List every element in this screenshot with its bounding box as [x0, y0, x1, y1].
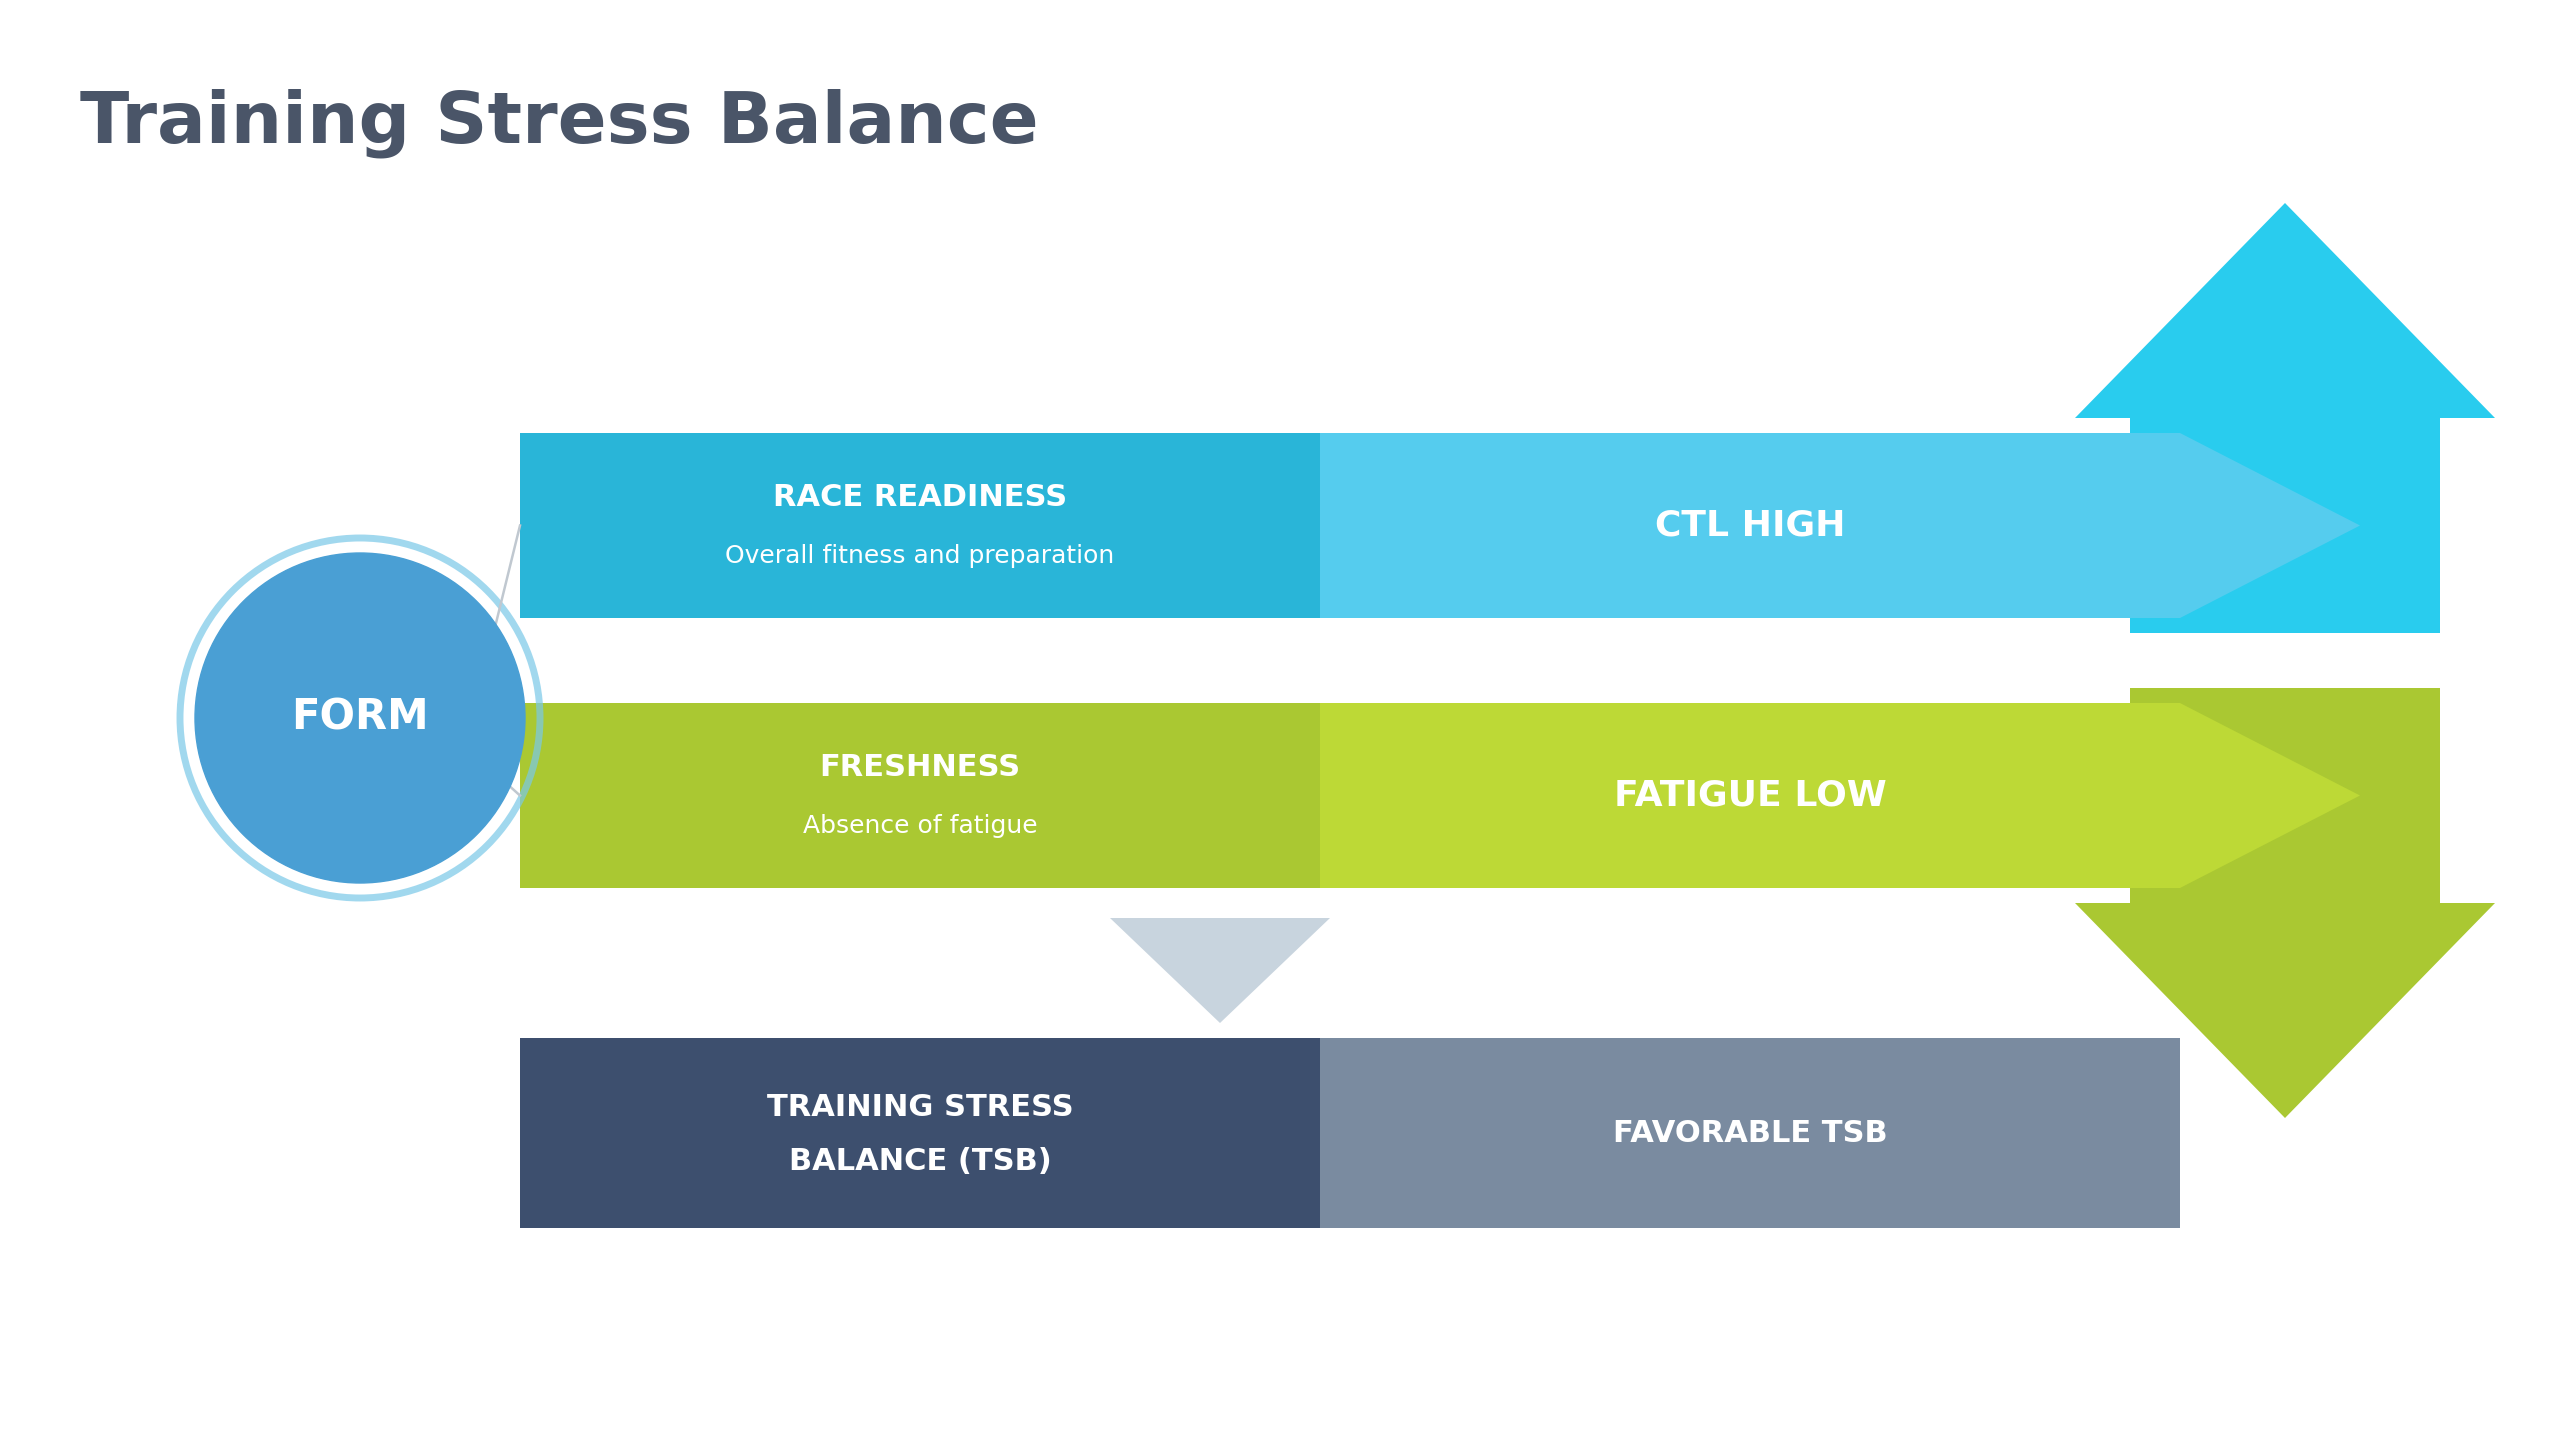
Bar	[1321, 1038, 2181, 1228]
Text: BALANCE (TSB): BALANCE (TSB)	[788, 1146, 1052, 1175]
Text: FRESHNESS: FRESHNESS	[819, 754, 1021, 782]
Polygon shape	[2076, 203, 2496, 418]
Text: Overall fitness and preparation: Overall fitness and preparation	[724, 544, 1114, 568]
Polygon shape	[1321, 703, 2360, 889]
Bar	[520, 433, 1321, 618]
Polygon shape	[1321, 433, 2360, 618]
Text: TRAINING STRESS: TRAINING STRESS	[765, 1093, 1073, 1123]
Text: Training Stress Balance: Training Stress Balance	[79, 88, 1039, 158]
Text: RACE READINESS: RACE READINESS	[773, 483, 1068, 512]
Bar	[2130, 687, 2440, 903]
Text: CTL HIGH: CTL HIGH	[1654, 509, 1846, 542]
Polygon shape	[2076, 903, 2496, 1117]
Text: FAVORABLE TSB: FAVORABLE TSB	[1613, 1119, 1887, 1148]
Bar	[520, 1038, 1321, 1228]
Circle shape	[195, 554, 525, 883]
Polygon shape	[1111, 917, 1331, 1022]
Text: FORM: FORM	[292, 697, 430, 739]
Text: Absence of fatigue: Absence of fatigue	[804, 814, 1037, 837]
Bar	[520, 703, 1321, 889]
Text: FATIGUE LOW: FATIGUE LOW	[1613, 778, 1887, 812]
Bar	[2130, 418, 2440, 633]
